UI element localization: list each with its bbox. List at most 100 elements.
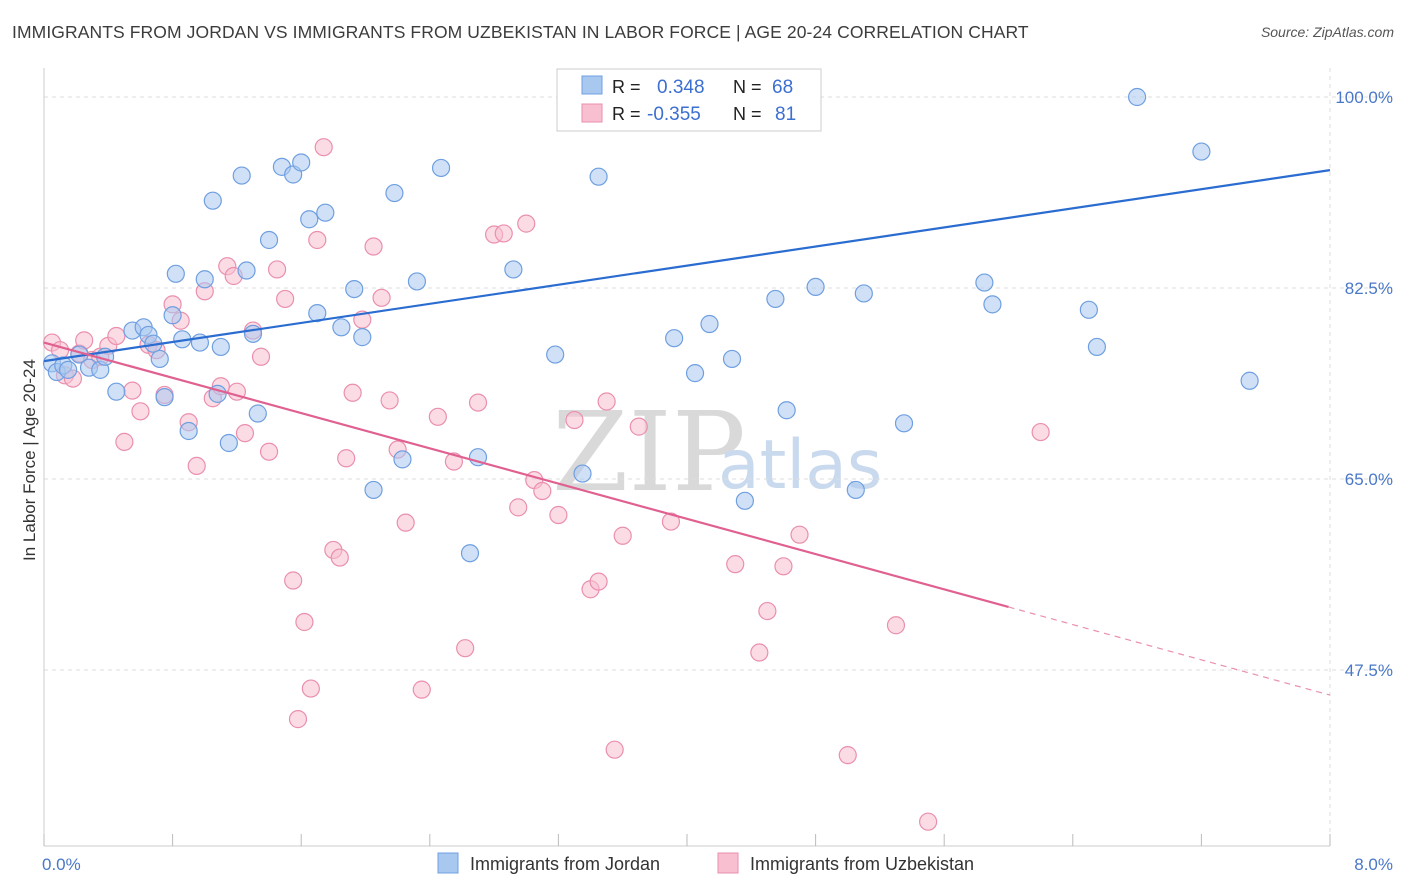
point-uzbek <box>494 224 513 243</box>
y-tick-label: 65.0% <box>1345 470 1393 489</box>
point-jordan <box>316 203 335 222</box>
point-jordan <box>155 388 174 407</box>
point-jordan <box>163 306 182 325</box>
point-jordan <box>237 261 256 280</box>
point-uzbek <box>750 643 769 662</box>
legend-r-label-uzbek: R = <box>612 104 641 124</box>
point-uzbek <box>597 392 616 411</box>
point-jordan <box>735 491 754 510</box>
point-jordan <box>573 464 592 483</box>
point-uzbek <box>565 410 584 430</box>
point-uzbek <box>251 347 271 366</box>
point-uzbek <box>396 513 415 532</box>
bottom-legend-swatch-uzbek <box>717 852 739 874</box>
point-uzbek <box>509 498 528 517</box>
point-uzbek <box>364 237 383 256</box>
point-uzbek <box>288 710 308 729</box>
legend-n-value-uzbek: 81 <box>775 104 796 125</box>
point-jordan <box>777 401 796 420</box>
trend-line-uzbek-dashed <box>1008 606 1331 696</box>
point-jordan <box>1127 87 1147 107</box>
point-jordan <box>854 284 873 303</box>
point-jordan <box>211 337 230 357</box>
legend-swatch-uzbek <box>581 103 603 123</box>
point-uzbek <box>267 260 287 279</box>
bottom-legend: Immigrants from Jordan Immigrants from U… <box>437 852 974 874</box>
point-jordan <box>345 279 364 299</box>
y-tick-label: 100.0% <box>1335 88 1393 107</box>
point-jordan <box>107 382 126 401</box>
point-uzbek <box>533 481 552 501</box>
trend-line-jordan <box>43 169 1331 363</box>
point-uzbek <box>372 288 391 307</box>
point-uzbek <box>131 402 150 421</box>
legend-n-value-jordan: 68 <box>772 77 793 98</box>
point-jordan <box>364 480 383 500</box>
point-uzbek <box>790 525 809 544</box>
point-uzbek <box>314 138 333 157</box>
bottom-legend-swatch-jordan <box>437 852 459 874</box>
legend-n-label-uzbek: N = <box>733 104 762 124</box>
legend-r-value-uzbek: -0.355 <box>647 104 701 125</box>
point-jordan <box>300 210 319 229</box>
point-uzbek <box>758 601 777 621</box>
point-uzbek <box>1031 422 1050 442</box>
point-jordan <box>589 167 608 186</box>
point-uzbek <box>613 526 632 545</box>
point-jordan <box>1079 300 1098 319</box>
legend-n-label-jordan: N = <box>733 77 762 97</box>
point-uzbek <box>330 548 349 567</box>
point-uzbek <box>468 393 488 412</box>
point-uzbek <box>726 555 745 574</box>
point-jordan <box>332 318 351 337</box>
point-jordan <box>195 270 214 289</box>
y-tick-labels: 47.5% 65.0% 82.5% 100.0% <box>1335 88 1393 680</box>
point-jordan <box>1087 337 1107 357</box>
point-uzbek <box>589 572 608 591</box>
point-jordan <box>975 273 994 292</box>
y-tick-label: 47.5% <box>1345 661 1393 680</box>
point-uzbek <box>259 442 279 461</box>
point-uzbek <box>380 391 399 410</box>
x-ticks <box>43 834 1331 846</box>
point-uzbek <box>838 746 857 765</box>
point-uzbek <box>886 616 906 635</box>
legend-swatch-jordan <box>581 75 603 95</box>
x-tick-label-max: 8.0% <box>1354 855 1393 874</box>
point-uzbek <box>115 432 134 451</box>
point-jordan <box>722 349 742 369</box>
point-jordan <box>203 191 222 210</box>
legend-r-value-jordan: 0.348 <box>657 77 705 98</box>
point-jordan <box>248 404 267 423</box>
bottom-legend-label-jordan: Immigrants from Jordan <box>470 854 660 874</box>
point-uzbek <box>337 449 356 468</box>
point-uzbek <box>295 612 314 632</box>
point-uzbek <box>549 505 568 525</box>
legend-r-label-jordan: R = <box>612 77 641 97</box>
point-jordan <box>353 328 372 347</box>
point-jordan <box>460 544 480 563</box>
point-uzbek <box>107 326 126 346</box>
point-jordan <box>546 345 565 364</box>
point-jordan <box>504 260 523 279</box>
point-jordan <box>665 329 684 348</box>
point-jordan <box>59 360 78 379</box>
point-uzbek <box>517 214 536 233</box>
point-jordan <box>685 364 705 383</box>
trend-line-uzbek <box>43 341 1009 609</box>
point-uzbek <box>301 679 320 698</box>
point-jordan <box>983 295 1002 314</box>
point-jordan <box>766 289 785 309</box>
point-uzbek <box>276 289 295 309</box>
point-uzbek <box>412 680 431 699</box>
point-jordan <box>806 277 825 297</box>
y-tick-label: 82.5% <box>1345 279 1393 298</box>
point-jordan <box>259 230 279 250</box>
point-uzbek <box>661 512 681 531</box>
point-jordan <box>1192 142 1211 161</box>
point-jordan <box>700 314 719 334</box>
legend: R = 0.348 N = 68 R = -0.355 N = 81 <box>556 68 822 132</box>
series-uzbekistan <box>42 87 1050 831</box>
trend-lines <box>43 169 1331 696</box>
point-jordan <box>150 349 169 369</box>
